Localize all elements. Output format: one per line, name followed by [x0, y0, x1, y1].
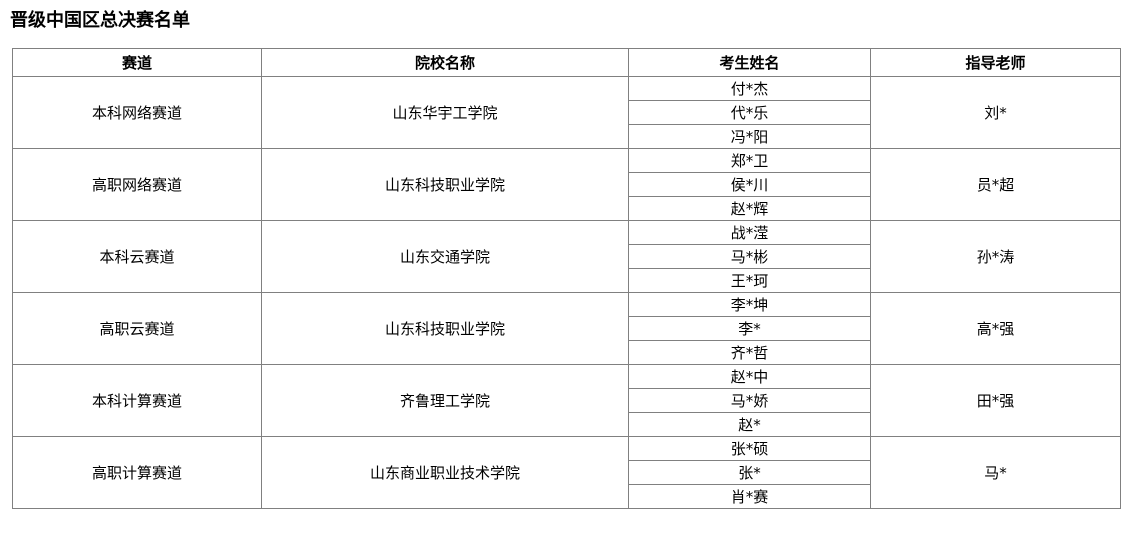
column-header-teacher: 指导老师 [870, 48, 1121, 77]
candidate-name-cell: 张* [628, 460, 871, 485]
candidate-name-cell: 赵*中 [628, 364, 871, 389]
track-cell: 本科计算赛道 [12, 364, 262, 437]
school-cell: 齐鲁理工学院 [261, 364, 629, 437]
table-row: 赵* [13, 412, 1121, 437]
school-cell: 山东华宇工学院 [261, 76, 629, 149]
candidate-name-cell: 侯*川 [628, 172, 871, 197]
table-row: 肖*赛 [13, 484, 1121, 509]
candidate-name-cell: 赵* [628, 412, 871, 437]
candidate-name-cell: 付*杰 [628, 76, 871, 101]
page-title: 晋级中国区总决赛名单 [10, 10, 190, 31]
candidate-name-cell: 李*坤 [628, 292, 871, 317]
candidate-name-cell: 郑*卫 [628, 148, 871, 173]
teacher-cell: 孙*涛 [870, 220, 1121, 293]
teacher-cell: 田*强 [870, 364, 1121, 437]
table-row: 代*乐 [13, 100, 1121, 125]
candidate-name-cell: 冯*阳 [628, 124, 871, 149]
table-row: 本科计算赛道 齐鲁理工学院 赵*中 田*强 [12, 364, 1121, 437]
table-row: 本科云赛道 山东交通学院 战*滢 孙*涛 [12, 220, 1121, 293]
column-header-school: 院校名称 [261, 48, 629, 77]
teacher-cell: 高*强 [870, 292, 1121, 365]
table-row: 高职网络赛道 山东科技职业学院 郑*卫 员*超 [12, 148, 1121, 221]
school-cell: 山东科技职业学院 [261, 148, 629, 221]
table-row: 马*娇 [13, 388, 1121, 413]
candidate-name-cell: 王*珂 [628, 268, 871, 293]
candidate-name-cell: 战*滢 [628, 220, 871, 245]
track-cell: 高职网络赛道 [12, 148, 262, 221]
teacher-cell: 马* [870, 436, 1121, 509]
candidate-name-cell: 肖*赛 [628, 484, 871, 509]
table-row: 齐*哲 [13, 340, 1121, 365]
candidate-name-cell: 齐*哲 [628, 340, 871, 365]
candidate-name-cell: 张*硕 [628, 436, 871, 461]
table-row: 张* [13, 460, 1121, 485]
school-cell: 山东交通学院 [261, 220, 629, 293]
table-row: 王*珂 [13, 268, 1121, 293]
teacher-cell: 员*超 [870, 148, 1121, 221]
table-row: 赵*辉 [13, 196, 1121, 221]
track-cell: 高职云赛道 [12, 292, 262, 365]
track-cell: 高职计算赛道 [12, 436, 262, 509]
candidate-name-cell: 马*娇 [628, 388, 871, 413]
track-cell: 本科云赛道 [12, 220, 262, 293]
column-header-track: 赛道 [12, 48, 262, 77]
table-row: 高职云赛道 山东科技职业学院 李*坤 高*强 [12, 292, 1121, 365]
candidate-name-cell: 代*乐 [628, 100, 871, 125]
school-cell: 山东商业职业技术学院 [261, 436, 629, 509]
column-header-candidate: 考生姓名 [628, 48, 871, 77]
finalists-table: 赛道 院校名称 考生姓名 指导老师 本科网络赛道 山东华宇工学院 付*杰 刘* 代*乐冯… [12, 48, 1121, 509]
track-cell: 本科网络赛道 [12, 76, 262, 149]
table-row: 李* [13, 316, 1121, 341]
teacher-cell: 刘* [870, 76, 1121, 149]
header-row: 赛道 院校名称 考生姓名 指导老师 [12, 48, 1121, 77]
candidate-name-cell: 李* [628, 316, 871, 341]
school-cell: 山东科技职业学院 [261, 292, 629, 365]
candidate-name-cell: 马*彬 [628, 244, 871, 269]
candidate-name-cell: 赵*辉 [628, 196, 871, 221]
table-row: 高职计算赛道 山东商业职业技术学院 张*硕 马* [12, 436, 1121, 509]
table-row: 本科网络赛道 山东华宇工学院 付*杰 刘* [12, 76, 1121, 149]
table-row: 冯*阳 [13, 124, 1121, 149]
